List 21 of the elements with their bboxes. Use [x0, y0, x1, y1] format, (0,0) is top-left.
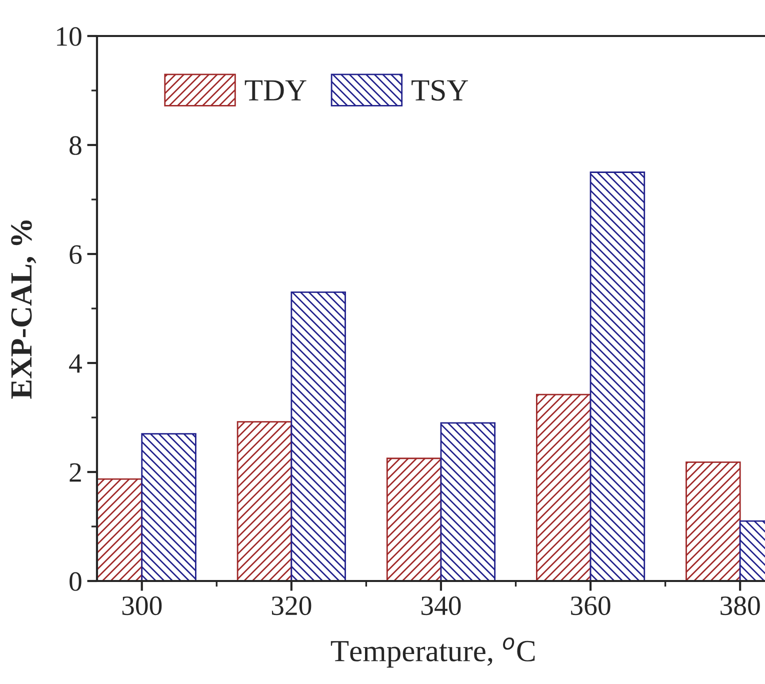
bar [386, 458, 442, 581]
x-tick-label: 380 [720, 596, 760, 616]
y-axis-title: EXP-CAL, % [11, 220, 36, 399]
y-tick-label: 2 [70, 463, 81, 482]
bar [236, 421, 292, 581]
y-tick-label: 10 [57, 27, 82, 46]
y-tick-label: 6 [70, 245, 82, 264]
x-axis-title: Temperature, $^{o}$C [330, 637, 535, 668]
x-tick-label: 320 [272, 596, 312, 616]
bar [536, 394, 592, 581]
bar [290, 291, 346, 581]
bar [590, 172, 646, 581]
y-tick-label: 8 [70, 136, 82, 155]
x-tick-label: 360 [571, 596, 610, 616]
legend-label: TDY [244, 80, 306, 100]
x-tick-label: 340 [421, 596, 461, 616]
legend-label: TSY [412, 80, 468, 101]
x-tick-label: 300 [122, 596, 162, 616]
y-tick-label: 4 [69, 354, 82, 373]
y-tick-label: 0 [70, 572, 82, 591]
bar [440, 422, 496, 581]
